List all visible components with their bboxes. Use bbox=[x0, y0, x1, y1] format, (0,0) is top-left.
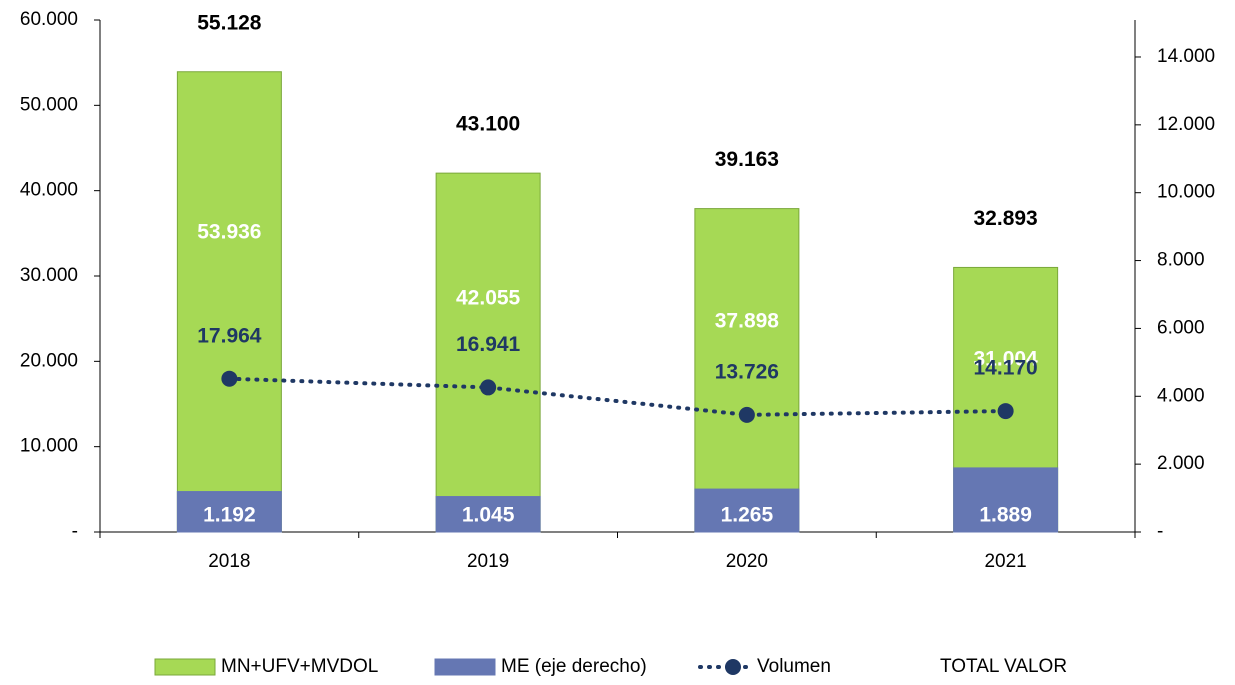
y-tick-label: 50.000 bbox=[20, 94, 78, 115]
y2-tick-label: 10.000 bbox=[1157, 182, 1215, 203]
x-tick-label: 2021 bbox=[984, 551, 1026, 572]
y2-tick-label: 4.000 bbox=[1157, 385, 1205, 406]
y-tick-label: 60.000 bbox=[20, 9, 78, 30]
bar-value-label: 42.055 bbox=[456, 286, 521, 309]
total-value-label: 32.893 bbox=[974, 207, 1038, 230]
volume-marker bbox=[221, 370, 238, 387]
x-tick-label: 2019 bbox=[467, 551, 509, 572]
x-tick-label: 2018 bbox=[208, 551, 250, 572]
volume-marker bbox=[480, 379, 497, 396]
volume-marker bbox=[997, 403, 1014, 420]
y2-tick-label: 12.000 bbox=[1157, 114, 1215, 135]
y2-tick-label: 8.000 bbox=[1157, 250, 1205, 271]
bar bbox=[435, 496, 541, 533]
legend-marker bbox=[725, 659, 741, 675]
volume-marker bbox=[738, 406, 755, 423]
bar bbox=[694, 488, 800, 533]
y-tick-label: 20.000 bbox=[20, 350, 78, 371]
total-value-label: 55.128 bbox=[197, 11, 262, 34]
bar-value-label: 1.045 bbox=[462, 504, 515, 527]
bar bbox=[694, 208, 800, 533]
y-tick-label: 30.000 bbox=[20, 265, 78, 286]
x-tick-label: 2020 bbox=[726, 551, 768, 572]
y2-tick-label: - bbox=[1157, 521, 1163, 542]
bar-value-label: 1.192 bbox=[203, 504, 256, 527]
bar-value-label: 1.889 bbox=[979, 504, 1032, 527]
total-value-label: 43.100 bbox=[456, 113, 520, 136]
volume-value-label: 13.726 bbox=[715, 360, 779, 383]
legend-label: ME (eje derecho) bbox=[501, 656, 647, 677]
bar-value-label: 37.898 bbox=[715, 309, 780, 332]
bar bbox=[176, 71, 282, 533]
y-tick-label: 10.000 bbox=[20, 436, 78, 457]
y-tick-label: - bbox=[72, 521, 78, 542]
legend-label: Volumen bbox=[757, 656, 831, 677]
y2-tick-label: 2.000 bbox=[1157, 453, 1205, 474]
legend-swatch bbox=[154, 658, 216, 676]
volume-value-label: 16.941 bbox=[456, 333, 521, 356]
bar bbox=[953, 467, 1059, 533]
volume-line bbox=[227, 376, 1008, 417]
bar bbox=[435, 172, 541, 533]
volume-value-label: 17.964 bbox=[197, 324, 262, 347]
bar-value-label: 31.004 bbox=[974, 348, 1039, 371]
legend-label: TOTAL VALOR bbox=[940, 656, 1067, 677]
y2-tick-label: 6.000 bbox=[1157, 317, 1205, 338]
bar-value-label: 53.936 bbox=[197, 220, 261, 243]
legend-swatch bbox=[434, 658, 496, 676]
bar-value-label: 1.265 bbox=[721, 504, 774, 527]
volume-value-label: 14.170 bbox=[974, 357, 1038, 380]
y2-tick-label: 14.000 bbox=[1157, 46, 1215, 67]
bar bbox=[176, 491, 282, 533]
total-value-label: 39.163 bbox=[715, 148, 779, 171]
legend-label: MN+UFV+MVDOL bbox=[221, 656, 378, 677]
y-tick-label: 40.000 bbox=[20, 180, 78, 201]
